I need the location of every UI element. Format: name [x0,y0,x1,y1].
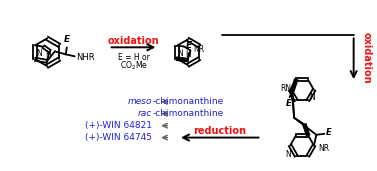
Text: reduction: reduction [193,126,246,136]
Text: NR: NR [193,45,204,54]
Text: RN: RN [280,84,292,93]
Text: (+)-WIN 64745: (+)-WIN 64745 [85,133,152,142]
Text: rac: rac [138,109,152,118]
Text: E: E [286,99,291,108]
Text: H: H [46,50,51,59]
Text: N: N [177,49,183,58]
Text: (+)-WIN 64821: (+)-WIN 64821 [85,121,152,130]
Text: N: N [285,150,291,160]
Text: -chimonanthine: -chimonanthine [152,97,224,106]
Text: E: E [326,128,332,137]
Text: E: E [186,41,192,50]
Text: E: E [64,35,70,44]
Text: CO$_2$Me: CO$_2$Me [120,60,147,72]
Text: NHR: NHR [76,53,94,62]
Text: E = H or: E = H or [118,53,149,62]
Text: H: H [185,50,191,60]
Text: -chimonanthine: -chimonanthine [152,109,224,118]
Text: oxidation: oxidation [362,32,372,84]
Text: meso: meso [128,97,152,106]
Text: NR: NR [318,144,329,153]
Text: N: N [309,93,315,102]
Text: oxidation: oxidation [108,36,159,46]
Text: N: N [37,49,43,58]
